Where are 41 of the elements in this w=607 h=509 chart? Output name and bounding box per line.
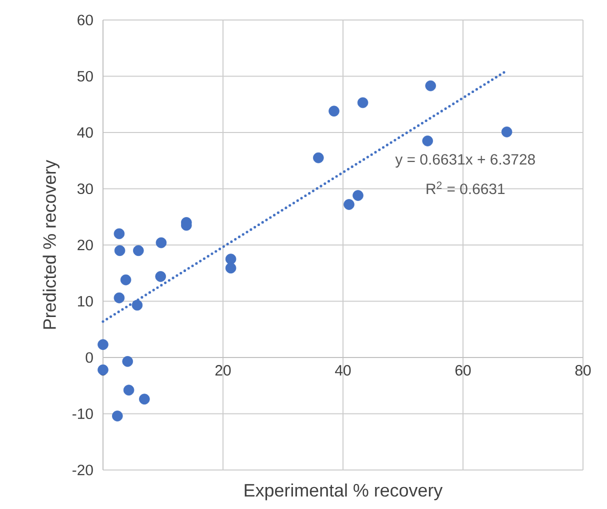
point [139, 394, 150, 405]
point [98, 364, 108, 376]
point [328, 106, 340, 117]
y-tick-label: 30 [77, 183, 93, 194]
point [357, 97, 368, 108]
point [501, 126, 512, 138]
x-tick-label: 40 [335, 365, 351, 376]
y-tick-label: 40 [77, 127, 93, 138]
point [133, 245, 144, 256]
point [98, 339, 108, 350]
point [114, 245, 126, 256]
point [225, 262, 236, 274]
y-tick-label: 50 [77, 70, 93, 82]
x-tick-label: 80 [575, 365, 591, 376]
annotation: R$^{2}$ = 0.6631 [426, 182, 505, 194]
point [352, 190, 364, 201]
annotation: y = 0.6631x + 6.3728 [395, 154, 535, 168]
point [156, 237, 167, 248]
y-tick-label: -10 [72, 408, 93, 420]
y-axis-title: Predicted % recovery [42, 160, 60, 329]
point [344, 199, 354, 210]
y-tick-label: -20 [72, 464, 93, 476]
point [225, 254, 236, 264]
x-tick-label: 20 [215, 365, 231, 376]
point [122, 356, 133, 367]
point [425, 80, 436, 92]
x-axis-title: Experimental % recovery [244, 484, 443, 500]
y-tick-label: 0 [86, 352, 93, 363]
point [120, 274, 132, 286]
point [155, 271, 166, 282]
y-tick-label: 20 [78, 240, 93, 250]
point [422, 136, 434, 146]
point [313, 152, 324, 164]
point [112, 410, 123, 422]
point [132, 300, 143, 311]
point [123, 384, 134, 396]
x-tick-label: 60 [455, 365, 471, 376]
y-tick-label: 10 [78, 296, 93, 307]
point [114, 292, 125, 304]
point [114, 228, 125, 240]
y-tick-label: 60 [78, 14, 93, 26]
